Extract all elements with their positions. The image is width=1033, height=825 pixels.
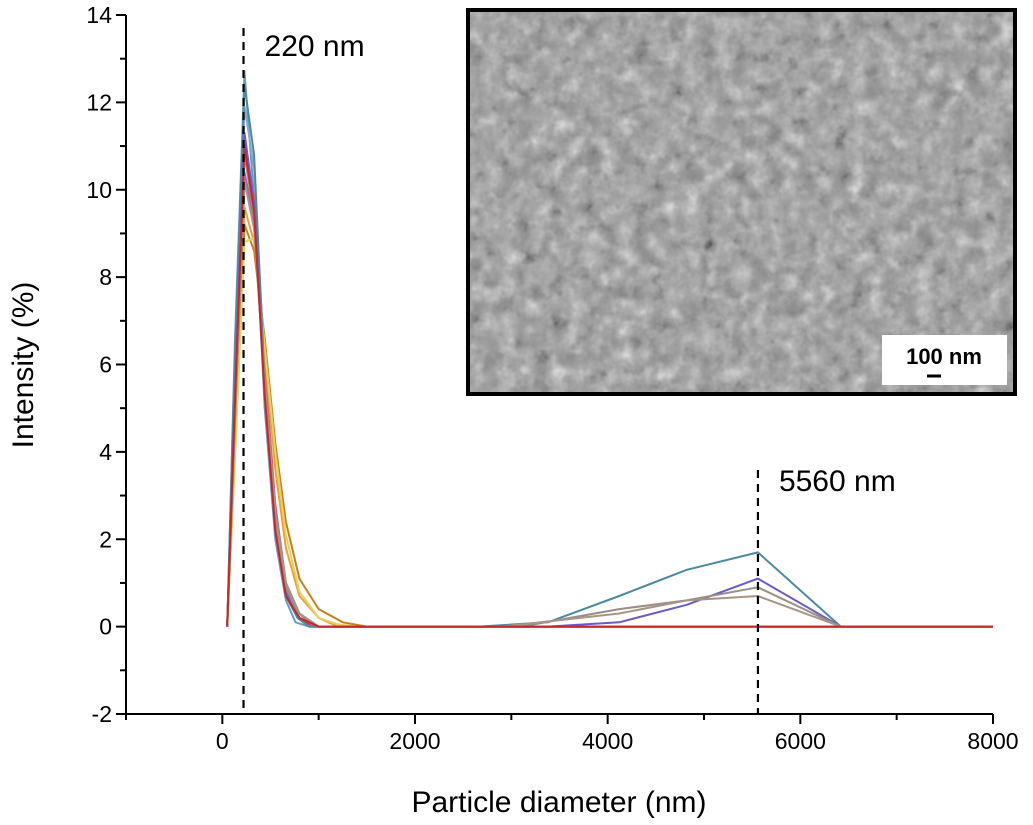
x-tick-label: 0 [216, 728, 229, 754]
sem-inset: 100 nm [466, 8, 1017, 396]
scalebar-label: 100 nm [906, 344, 982, 369]
x-tick-label: 8000 [967, 728, 1018, 754]
x-ticks: 0 2000 4000 6000 8000 [125, 714, 1019, 754]
y-tick-label: 2 [99, 526, 112, 552]
y-tick-label: 6 [99, 352, 112, 378]
sem-frame [466, 8, 1017, 396]
y-ticks: -2 0 2 4 6 8 10 12 14 [86, 2, 126, 727]
series-line-7 [226, 236, 993, 628]
axes: 0 2000 4000 6000 8000 -2 0 2 4 6 8 10 12 14 [86, 2, 1018, 754]
y-tick-label: 4 [99, 439, 112, 465]
y-tick-label: 8 [99, 264, 112, 290]
x-tick-label: 2000 [389, 728, 440, 754]
y-tick-label: -2 [92, 701, 112, 727]
y-axis-title: Intensity (%) [7, 282, 40, 449]
scalebar-box [882, 335, 1007, 385]
y-tick-label: 14 [86, 2, 112, 28]
annotation-layer: 220 nm 5560 nm [242, 28, 896, 714]
annotation-label: 220 nm [265, 30, 365, 63]
x-tick-label: 6000 [775, 728, 826, 754]
y-tick-label: 0 [99, 614, 112, 640]
sem-texture [468, 10, 1015, 394]
x-axis-title: Particle diameter (nm) [411, 786, 706, 819]
series-line-9 [226, 83, 993, 628]
y-tick-label: 10 [86, 177, 112, 203]
annotation-label: 5560 nm [779, 465, 896, 498]
series-line-12 [226, 180, 993, 628]
x-tick-label: 4000 [582, 728, 633, 754]
y-tick-label: 12 [86, 89, 112, 115]
